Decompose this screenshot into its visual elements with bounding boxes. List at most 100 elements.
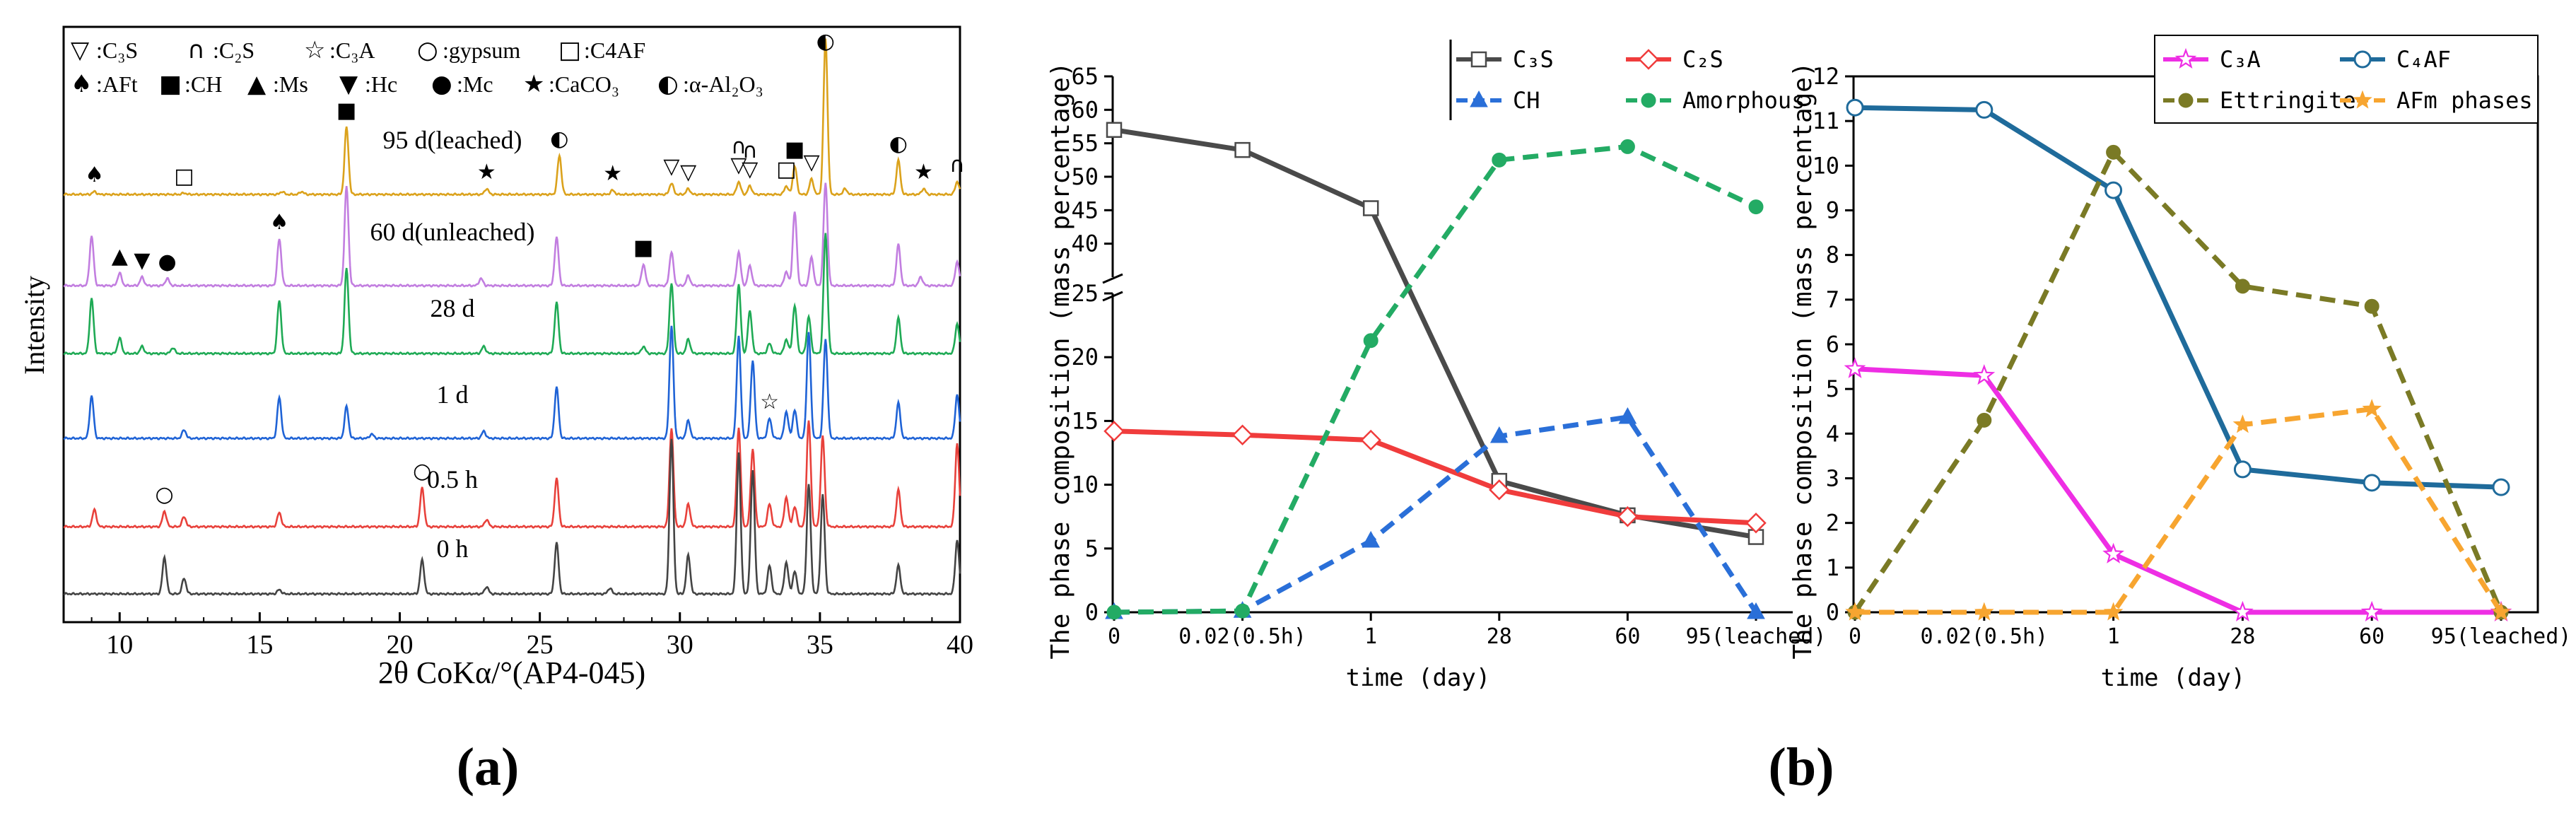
b2-legend-label: Ettringite	[2220, 87, 2356, 114]
b1-x-tick-label: 95(leached)	[1686, 624, 1827, 649]
xrd-marker-ms: ▲	[112, 244, 128, 269]
b1-series	[1103, 122, 1767, 620]
series-point-diamond-open	[1617, 506, 1639, 527]
b2-legend: C₃A C₄AF Ettringite AFm phases	[2154, 35, 2539, 124]
xrd-x-tick-label: 35	[807, 630, 833, 660]
series-point-circle-open	[2492, 478, 2510, 496]
b2-y-tick-label: 4	[1826, 420, 1839, 447]
xrd-marker-c3s: ▽	[663, 154, 679, 179]
b1-x-axis-label: time (day)	[1346, 664, 1491, 692]
xrd-marker-caco3: ★	[914, 160, 933, 185]
series-point-circle-filled	[1748, 199, 1764, 215]
b2-y-tick-label: 9	[1826, 197, 1839, 224]
xrd-x-axis-label: 2θ CoKα/°(AP4-045)	[378, 655, 645, 690]
xrd-x-tick-label: 15	[246, 630, 273, 660]
panel-a-xrd: Intensity 2θ CoKα/°(AP4-045) (a) 10 15 20 2…	[18, 25, 973, 797]
b1-legend-entry: Amorphous	[1626, 87, 1805, 114]
xrd-marker-gyp: ○	[156, 482, 174, 507]
series-point-circle-filled	[1641, 93, 1656, 108]
legend-entry-star-filled: ★:CaCO₃	[523, 70, 619, 98]
b2-legend-entry: Ettringite	[2163, 87, 2356, 114]
xrd-curve-label: 95 d(leached)	[383, 126, 522, 154]
circle-open-icon: ○	[417, 36, 438, 64]
xrd-marker-ch: ■	[336, 98, 356, 123]
b2-y-axis-label: The phase composition (mass percentage)	[1788, 62, 1817, 659]
xrd-marker-c4af: □	[776, 157, 796, 182]
b1-y-tick-label: 0	[1085, 599, 1099, 626]
legend-entry-triangle-down-filled: ▼:Hc	[339, 70, 397, 98]
xrd-marker-ch: ■	[785, 137, 804, 162]
xrd-marker-c3s: ▽	[730, 153, 747, 177]
series-point-circle-filled	[2235, 279, 2250, 294]
xrd-marker-ch: ■	[633, 235, 653, 260]
xrd-curve-1	[63, 182, 961, 288]
spade-icon: ♠	[71, 70, 92, 98]
xrd-curve-label: 60 d(unleached)	[370, 218, 535, 246]
series-point-triangle-filled	[1747, 602, 1765, 619]
b2-legend-label: C₃A	[2220, 46, 2261, 73]
series-point-star-open	[2102, 542, 2124, 563]
b2-y-tick-label: 6	[1826, 331, 1839, 358]
xrd-marker-c3s: ▽	[680, 160, 696, 185]
b1-y-tick-label: 25	[1071, 280, 1099, 307]
b2-legend-box	[2154, 35, 2539, 124]
legend-text: :C4AF	[584, 37, 645, 63]
series-point-circle-filled	[1492, 152, 1507, 168]
b1-axis-break-mark	[1102, 291, 1123, 302]
xrd-curve-2	[63, 233, 961, 356]
b2-series-3	[1845, 399, 2511, 621]
b1-y-tick-label: 15	[1071, 407, 1099, 434]
b1-x-tick-label: 60	[1615, 624, 1640, 649]
square-open-icon: □	[558, 36, 581, 64]
xrd-marker-c2s: ∩	[949, 153, 965, 177]
xrd-marker-aft: ♠	[270, 210, 289, 235]
b1-x-tick-label: 0.02(0.5h)	[1178, 624, 1306, 649]
series-point-circle-open	[2233, 460, 2252, 479]
series-point-triangle-filled	[1362, 530, 1381, 548]
b2-x-tick-label: 1	[2107, 624, 2120, 649]
series-point-circle-filled	[1363, 333, 1378, 349]
b1-series-line	[1113, 127, 1757, 540]
b2-y-tick-label: 1	[1826, 554, 1839, 581]
b1-x-tick-label: 28	[1487, 624, 1512, 649]
series-point-star-filled	[2103, 602, 2124, 621]
b2-x-tick-label: 60	[2359, 624, 2384, 649]
series-point-star-open	[2232, 600, 2254, 622]
legend-entry-square-filled: ■:CH	[159, 70, 222, 98]
xrd-marker-mc: ●	[158, 250, 177, 274]
half-circle-icon: ◐	[657, 70, 679, 98]
b2-series-line	[1855, 406, 2503, 615]
b1-legend: C₃S C₂S CH Amorphous	[1449, 40, 1805, 120]
b2-plot-frame	[1852, 75, 2539, 614]
b2-series-2	[1847, 144, 2509, 620]
series-point-circle-filled	[1620, 139, 1635, 154]
xrd-curve-5	[63, 438, 961, 596]
xrd-y-axis-label: Intensity	[18, 276, 50, 375]
b1-legend-entry: C₂S	[1626, 46, 1723, 73]
b2-y-tick-label: 3	[1826, 465, 1839, 492]
legend-text: :CH	[185, 71, 222, 97]
xrd-curves	[63, 38, 961, 596]
xrd-curve-4	[63, 420, 961, 529]
panel-b-left-chart: 0 5 10 15 20 25 40 45 50 55 60 65 0 0.02(0.5h) 1 28 60 95…	[1046, 40, 1826, 692]
legend-entry-square-open: □:C4AF	[558, 36, 645, 64]
legend-entry-triangle-down-open: ▽:C₃S	[71, 36, 138, 64]
circle-filled-icon: ●	[431, 70, 452, 98]
b1-series-line	[1113, 414, 1758, 615]
legend-text: :Mc	[457, 71, 493, 97]
legend-text: :α-Al₂O₃	[683, 71, 763, 97]
xrd-x-ticks: 10 15 20 25 30 35 40	[63, 612, 973, 660]
b2-series-line	[1853, 148, 2504, 614]
legend-entry-half-circle: ◐:α-Al₂O₃	[657, 70, 763, 98]
b1-y-axis-label: The phase composition (mass percentage)	[1046, 62, 1075, 659]
b1-series-line	[1113, 428, 1757, 526]
series-point-circle-filled	[2106, 144, 2121, 160]
triangle-up-filled-icon: ▲	[247, 70, 267, 98]
b2-series-0	[1844, 357, 2512, 622]
series-point-circle-filled	[2178, 93, 2194, 108]
series-point-diamond-open	[1489, 479, 1510, 501]
xrd-marker-c3s: ▽	[742, 157, 758, 182]
b2-y-tick-label: 2	[1826, 510, 1839, 537]
